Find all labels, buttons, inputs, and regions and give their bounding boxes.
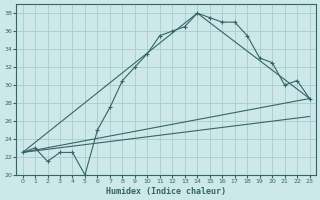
X-axis label: Humidex (Indice chaleur): Humidex (Indice chaleur) bbox=[106, 187, 226, 196]
